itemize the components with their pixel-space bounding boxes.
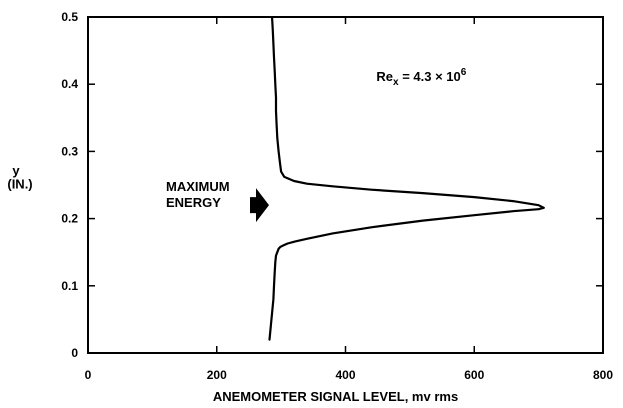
y-axis-title: y: [12, 163, 20, 178]
x-tick-label: 600: [464, 368, 484, 382]
x-axis-ticks: 0 200 400 600 800: [85, 17, 613, 382]
y-axis-ticks: 0 0.1 0.2 0.3 0.4 0.5: [61, 10, 603, 360]
max-energy-label-line1: MAXIMUM: [166, 179, 230, 194]
reynolds-exponent: 6: [461, 67, 467, 78]
y-tick-label: 0: [71, 346, 78, 360]
series-layer: [268, 17, 545, 341]
y-tick-label: 0.5: [61, 10, 78, 24]
x-axis-title: ANEMOMETER SIGNAL LEVEL, mv rms: [213, 389, 458, 404]
x-tick-label: 0: [85, 368, 92, 382]
reynolds-subscript: x: [393, 77, 399, 88]
max-energy-arrow-icon: [250, 188, 269, 223]
max-energy-label-line2: ENERGY: [166, 195, 221, 210]
reynolds-base: Re: [376, 69, 393, 84]
anemometer-signal-profile-line: [268, 17, 545, 341]
y-tick-label: 0.3: [61, 144, 78, 158]
x-tick-label: 800: [593, 368, 613, 382]
reynolds-value: = 4.3 × 10: [399, 69, 461, 84]
x-tick-label: 200: [207, 368, 227, 382]
y-tick-label: 0.1: [61, 279, 78, 293]
reynolds-number-annotation: Rex = 4.3 × 106: [376, 67, 466, 88]
y-axis-unit: (IN.): [7, 176, 32, 191]
y-tick-label: 0.2: [61, 212, 78, 226]
y-tick-label: 0.4: [61, 77, 78, 91]
x-tick-label: 400: [335, 368, 355, 382]
